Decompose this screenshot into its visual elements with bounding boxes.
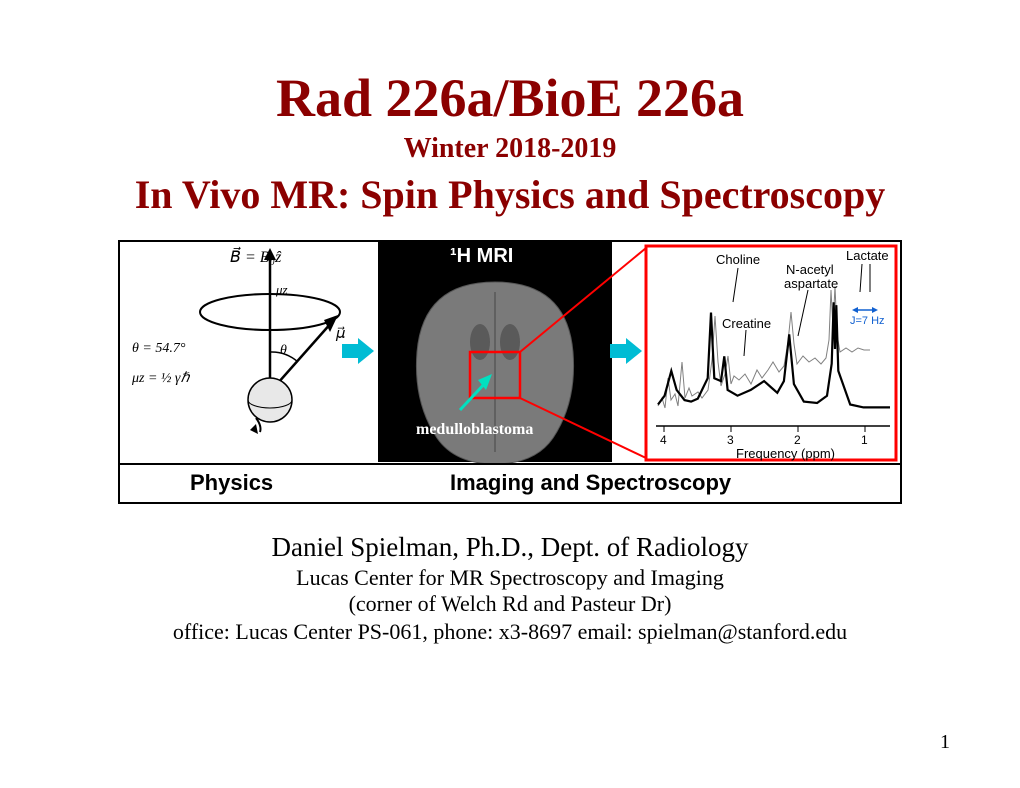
spectrum-xlabel: Frequency (ppm) [736,446,835,461]
peak-label-lactate: Lactate [846,248,889,263]
peak-label-creatine: Creatine [722,316,771,331]
course-code: Rad 226a/BioE 226a [0,70,1020,127]
lesion-label: medulloblastoma [416,421,533,438]
eq-mu-vec: μ⃗ [335,326,346,342]
mri-title: ¹H MRI [450,245,513,267]
peak-label-choline: Choline [716,252,760,267]
page-number: 1 [940,731,950,754]
svg-text:1: 1 [861,433,868,447]
author-line: Daniel Spielman, Ph.D., Dept. of Radiolo… [0,532,1020,563]
panel-physics: B⃗ = B₀ẑ μz θ μ⃗ θ = 54.7° μz = ½ γℏ [120,242,360,462]
eq-muz-val: μz = ½ γℏ [131,371,190,386]
svg-text:4: 4 [660,433,667,447]
slide: Rad 226a/BioE 226a Winter 2018-2019 In V… [0,0,1020,788]
term: Winter 2018-2019 [0,133,1020,165]
caption-physics: Physics [190,470,273,495]
svg-text:2: 2 [794,433,801,447]
figure-triptych: B⃗ = B₀ẑ μz θ μ⃗ θ = 54.7° μz = ½ γℏ ¹H … [118,240,902,504]
affiliation-1: Lucas Center for MR Spectroscopy and Ima… [0,565,1020,591]
eq-bfield: B⃗ = B₀ẑ [230,246,282,266]
contact-line: office: Lucas Center PS-061, phone: x3-8… [0,619,1020,645]
svg-text:3: 3 [727,433,734,447]
peak-label-naa-line2: aspartate [784,276,838,291]
eq-theta-val: θ = 54.7° [132,341,186,356]
affiliation-2: (corner of Welch Rd and Pasteur Dr) [0,591,1020,617]
caption-imaging-spectroscopy: Imaging and Spectroscopy [450,470,732,495]
panel-mri: ¹H MRI medulloblastoma [378,242,612,464]
eq-muz-top: μz [275,282,288,297]
panel-spectrum: 4 3 2 1 Frequency (ppm) Choline [646,246,896,461]
arrow-mid-to-right-icon [610,338,642,364]
course-title: In Vivo MR: Spin Physics and Spectroscop… [0,171,1020,218]
j-coupling-text: J=7 Hz [850,315,885,327]
peak-label-naa-line1: N-acetyl [786,262,834,277]
eq-theta: θ [280,343,287,358]
